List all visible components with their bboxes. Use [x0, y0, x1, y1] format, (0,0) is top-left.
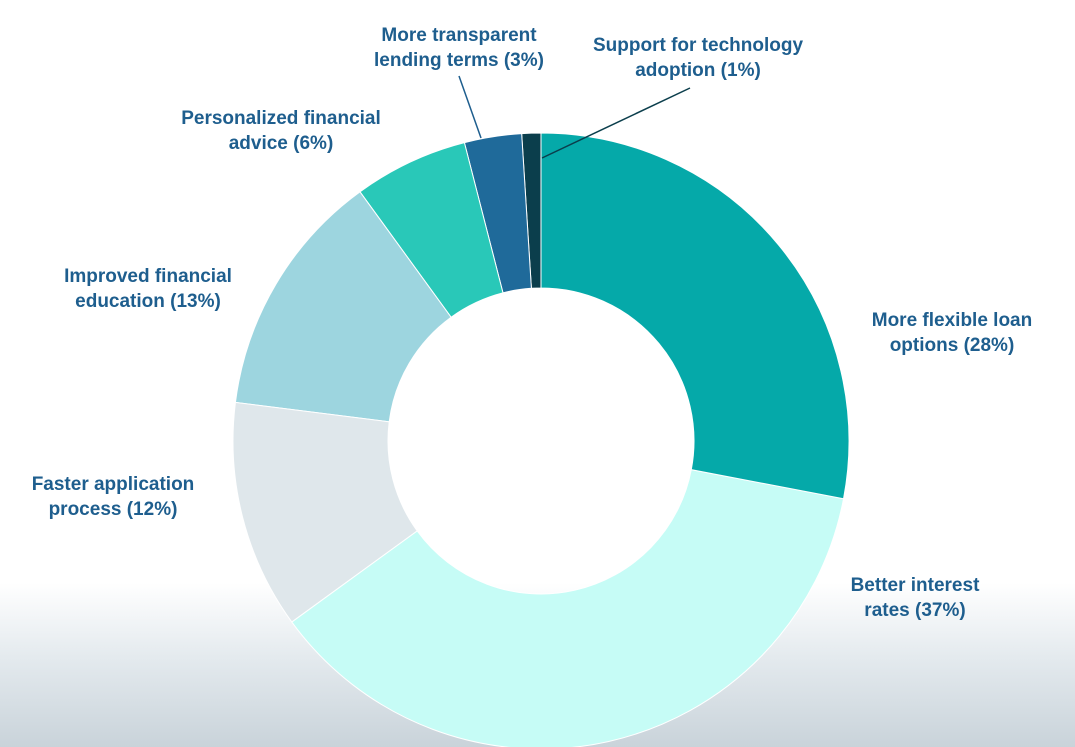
segment-label: More transparent lending terms (3%) [359, 23, 559, 73]
donut-segment [540, 132, 850, 500]
value-label: (6%) [293, 133, 334, 154]
donut-segment [232, 401, 418, 623]
category-name: Improved financial education [64, 266, 232, 312]
value-label: (3%) [503, 50, 544, 71]
value-label: (1%) [720, 60, 761, 81]
donut-segment [463, 133, 532, 294]
leader-line [458, 75, 482, 139]
category-name: More flexible loan options [871, 310, 1033, 356]
category-name: More transparent lending terms [374, 25, 537, 71]
segment-label: Faster application process (12%) [3, 472, 223, 522]
leader-line [541, 87, 691, 159]
category-name: Personalized financial advice [181, 108, 381, 154]
segment-label: Support for technology adoption (1%) [558, 33, 838, 83]
value-label: (12%) [126, 499, 178, 520]
value-label: (13%) [170, 291, 221, 312]
segment-label: More flexible loan options (28%) [852, 308, 1052, 358]
segment-label: Better interest rates (37%) [835, 573, 995, 623]
category-name: Support for technology adoption [592, 35, 804, 81]
category-name: Better interest rates [850, 575, 980, 621]
category-name: Faster application process [31, 474, 195, 520]
donut-segment [234, 191, 452, 423]
segment-label: Personalized financial advice (6%) [159, 106, 404, 156]
value-label: (28%) [963, 335, 1015, 356]
value-label: (37%) [915, 600, 966, 621]
donut-segment [359, 142, 504, 318]
segment-label: Improved financial education (13%) [36, 264, 261, 314]
donut-segment [291, 469, 845, 747]
